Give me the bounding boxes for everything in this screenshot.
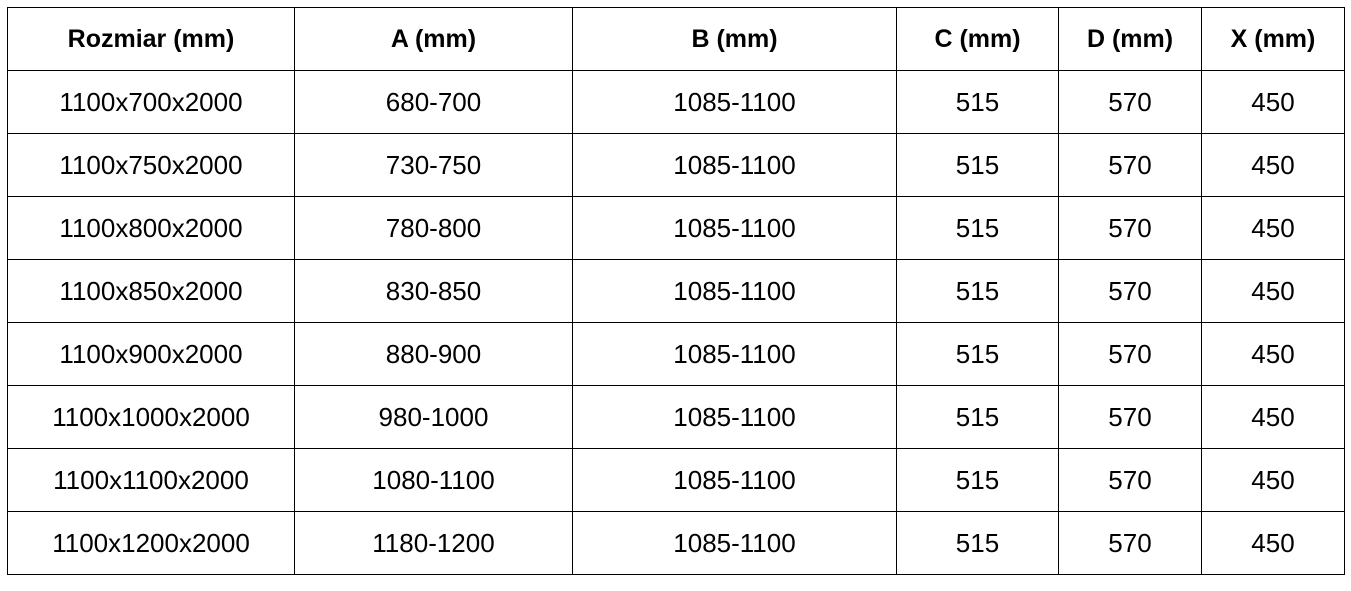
table-cell: 1100x700x2000 bbox=[7, 70, 295, 134]
table-cell: 1085-1100 bbox=[572, 322, 897, 386]
table-cell: 1085-1100 bbox=[572, 511, 897, 575]
table-cell: 980-1000 bbox=[294, 385, 573, 449]
table-row: 1100x1000x2000 980-1000 1085-1100 515 570 450 bbox=[7, 385, 1345, 449]
table-cell: 1085-1100 bbox=[572, 133, 897, 197]
table-cell: 1085-1100 bbox=[572, 259, 897, 323]
table-cell: 450 bbox=[1201, 70, 1345, 134]
table-cell: 1100x900x2000 bbox=[7, 322, 295, 386]
table-row: 1100x800x2000 780-800 1085-1100 515 570 450 bbox=[7, 196, 1345, 260]
table-row: 1100x1100x2000 1080-1100 1085-1100 515 570 45… bbox=[7, 448, 1345, 512]
header-cell: D (mm) bbox=[1058, 7, 1202, 71]
table-cell: 730-750 bbox=[294, 133, 573, 197]
table-cell: 450 bbox=[1201, 259, 1345, 323]
table-cell: 515 bbox=[896, 196, 1059, 260]
table-cell: 570 bbox=[1058, 511, 1202, 575]
table-cell: 680-700 bbox=[294, 70, 573, 134]
table-header: Rozmiar (mm) A (mm) B (mm) C (mm) D (mm) X (m… bbox=[7, 7, 1345, 71]
table-cell: 515 bbox=[896, 448, 1059, 512]
header-cell: B (mm) bbox=[572, 7, 897, 71]
table-cell: 1100x800x2000 bbox=[7, 196, 295, 260]
table-cell: 1085-1100 bbox=[572, 196, 897, 260]
header-row: Rozmiar (mm) A (mm) B (mm) C (mm) D (mm) X (m… bbox=[7, 7, 1345, 71]
table-cell: 1100x1000x2000 bbox=[7, 385, 295, 449]
table-cell: 450 bbox=[1201, 385, 1345, 449]
table-row: 1100x750x2000 730-750 1085-1100 515 570 450 bbox=[7, 133, 1345, 197]
table-cell: 450 bbox=[1201, 511, 1345, 575]
table-cell: 515 bbox=[896, 133, 1059, 197]
table-cell: 1085-1100 bbox=[572, 385, 897, 449]
table-cell: 570 bbox=[1058, 70, 1202, 134]
table-cell: 1100x1100x2000 bbox=[7, 448, 295, 512]
table-cell: 570 bbox=[1058, 259, 1202, 323]
table-row: 1100x900x2000 880-900 1085-1100 515 570 450 bbox=[7, 322, 1345, 386]
table-cell: 780-800 bbox=[294, 196, 573, 260]
table-cell: 450 bbox=[1201, 133, 1345, 197]
table-body: 1100x700x2000 680-700 1085-1100 515 570 450 11… bbox=[7, 70, 1345, 575]
table-cell: 830-850 bbox=[294, 259, 573, 323]
table-cell: 1080-1100 bbox=[294, 448, 573, 512]
table-cell: 515 bbox=[896, 511, 1059, 575]
table-row: 1100x700x2000 680-700 1085-1100 515 570 450 bbox=[7, 70, 1345, 134]
table-cell: 1085-1100 bbox=[572, 448, 897, 512]
table-cell: 570 bbox=[1058, 196, 1202, 260]
table-cell: 880-900 bbox=[294, 322, 573, 386]
table-cell: 1085-1100 bbox=[572, 70, 897, 134]
header-cell: X (mm) bbox=[1201, 7, 1345, 71]
table-cell: 570 bbox=[1058, 133, 1202, 197]
size-table: Rozmiar (mm) A (mm) B (mm) C (mm) D (mm) X (m… bbox=[7, 7, 1345, 575]
table-cell: 515 bbox=[896, 70, 1059, 134]
table-cell: 1180-1200 bbox=[294, 511, 573, 575]
table-cell: 1100x750x2000 bbox=[7, 133, 295, 197]
table-cell: 1100x850x2000 bbox=[7, 259, 295, 323]
table-row: 1100x1200x2000 1180-1200 1085-1100 515 570 45… bbox=[7, 511, 1345, 575]
table-cell: 570 bbox=[1058, 448, 1202, 512]
table-cell: 450 bbox=[1201, 448, 1345, 512]
header-cell: A (mm) bbox=[294, 7, 573, 71]
table-cell: 515 bbox=[896, 259, 1059, 323]
table-row: 1100x850x2000 830-850 1085-1100 515 570 450 bbox=[7, 259, 1345, 323]
table-cell: 570 bbox=[1058, 322, 1202, 386]
table-cell: 570 bbox=[1058, 385, 1202, 449]
header-cell: Rozmiar (mm) bbox=[7, 7, 295, 71]
table-cell: 450 bbox=[1201, 322, 1345, 386]
table-cell: 515 bbox=[896, 322, 1059, 386]
table-cell: 1100x1200x2000 bbox=[7, 511, 295, 575]
table-cell: 450 bbox=[1201, 196, 1345, 260]
table-cell: 515 bbox=[896, 385, 1059, 449]
header-cell: C (mm) bbox=[896, 7, 1059, 71]
